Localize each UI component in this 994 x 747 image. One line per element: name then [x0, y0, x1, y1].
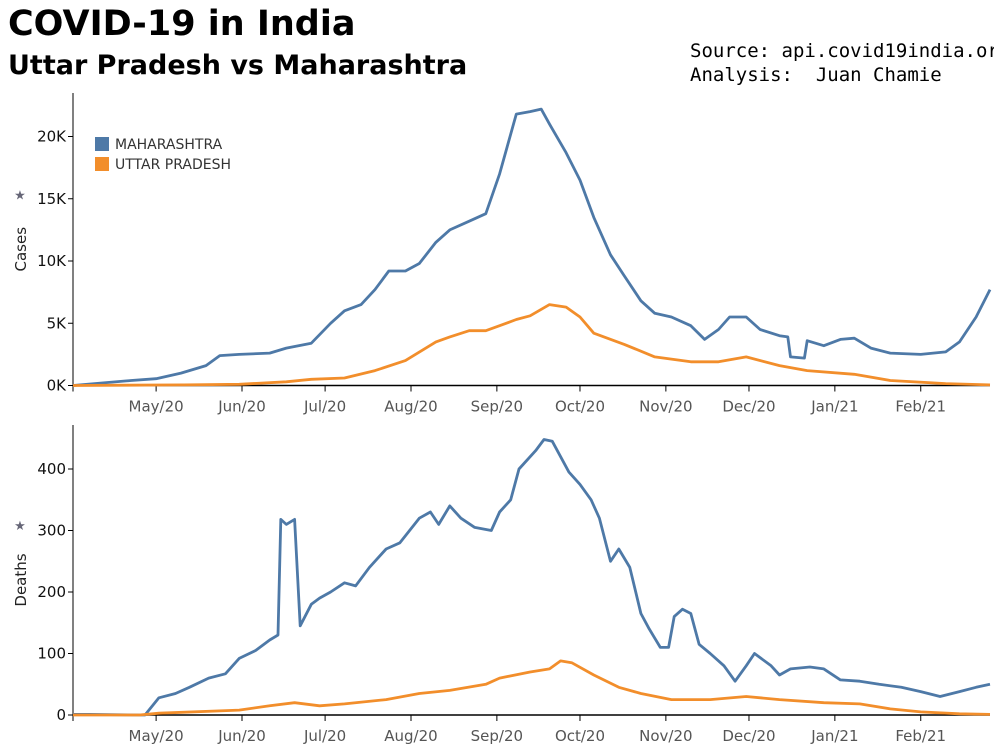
deaths-x-tick-label: Jul/20	[303, 727, 346, 745]
cases-x-tick-label: Oct/20	[555, 398, 605, 416]
cases-x-tick-label: Nov/20	[639, 398, 692, 416]
cases-x-tick-label: Aug/20	[384, 398, 437, 416]
cases-x-tick-label: Feb/21	[895, 398, 946, 416]
cases-x-tick-label: Dec/20	[722, 398, 775, 416]
deaths-y-axis-label: Deaths	[12, 553, 30, 606]
cases-series-maharashtra	[72, 107, 992, 387]
deaths-series-maharashtra	[73, 438, 991, 717]
source-note: Source: api.covid19india.org	[690, 40, 994, 62]
deaths-x-tick-label: Feb/21	[895, 727, 946, 745]
pin-icon: ★	[14, 519, 26, 534]
deaths-series-uttar-pradesh	[73, 659, 991, 717]
legend-label-0: MAHARASHTRA	[115, 137, 223, 153]
chart-subtitle: Uttar Pradesh vs Maharashtra	[8, 50, 468, 81]
deaths-y-tick-label: 400	[37, 460, 66, 478]
deaths-y-tick-label: 200	[37, 583, 66, 601]
deaths-y-tick-label: 0	[56, 706, 66, 724]
cases-series-uttar-pradesh	[72, 303, 991, 387]
cases-x-tick-label: May/20	[129, 398, 184, 416]
deaths-y-tick-label: 300	[37, 522, 66, 540]
deaths-x-tick-label: Nov/20	[639, 727, 692, 745]
pin-icon: ★	[14, 188, 26, 203]
deaths-x-tick-label: Oct/20	[555, 727, 605, 745]
cases-x-tick-label: Jun/20	[217, 398, 266, 416]
deaths-x-tick-label: Jan/21	[810, 727, 858, 745]
chart-title: COVID-19 in India	[8, 4, 356, 44]
cases-y-tick-label: 5K	[47, 314, 68, 332]
legend-swatch-0	[95, 137, 109, 151]
deaths-x-tick-label: Dec/20	[722, 727, 775, 745]
legend-label-1: UTTAR PRADESH	[115, 157, 231, 173]
deaths-x-tick-label: May/20	[129, 727, 184, 745]
cases-y-tick-label: 15K	[37, 190, 67, 208]
cases-y-axis-label: Cases	[12, 227, 30, 272]
cases-x-tick-label: Sep/20	[471, 398, 523, 416]
cases-x-tick-label: Jan/21	[810, 398, 858, 416]
deaths-x-tick-label: Sep/20	[471, 727, 523, 745]
cases-y-tick-label: 0K	[47, 377, 68, 395]
legend-swatch-1	[95, 157, 109, 171]
cases-y-tick-label: 10K	[37, 252, 67, 270]
analysis-note: Analysis: Juan Chamie	[690, 64, 942, 86]
deaths-x-tick-label: Jun/20	[217, 727, 266, 745]
deaths-x-tick-label: Aug/20	[384, 727, 437, 745]
deaths-y-tick-label: 100	[37, 645, 66, 663]
cases-y-tick-label: 20K	[37, 128, 67, 146]
cases-x-tick-label: Jul/20	[303, 398, 346, 416]
